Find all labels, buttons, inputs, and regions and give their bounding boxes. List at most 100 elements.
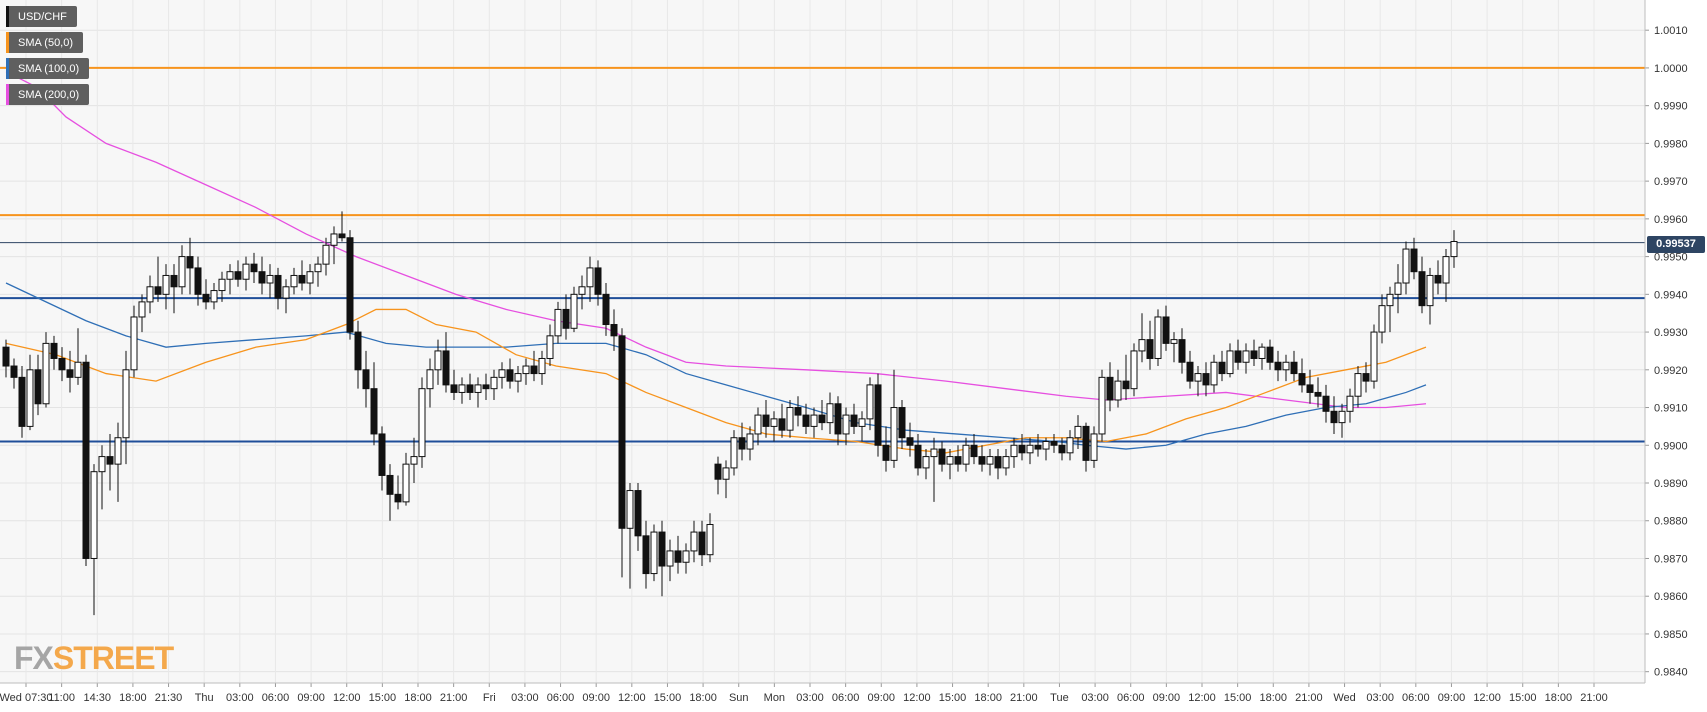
candle-body bbox=[690, 531, 698, 552]
candle-body bbox=[162, 274, 170, 295]
candle-body bbox=[370, 388, 378, 435]
legend-swatch-sma-50 bbox=[6, 32, 9, 53]
candle-body bbox=[490, 376, 498, 390]
candle-body bbox=[258, 271, 266, 284]
candle-body bbox=[1258, 346, 1266, 359]
y-tick-label: 0.9880 bbox=[1654, 516, 1688, 528]
candle-body bbox=[450, 384, 458, 393]
candle-body bbox=[26, 369, 34, 427]
candle-body bbox=[538, 357, 546, 375]
candle-body bbox=[730, 437, 738, 469]
legend-label-usdchf: USD/CHF bbox=[18, 10, 67, 23]
candle-body bbox=[618, 335, 626, 529]
candle-body bbox=[122, 369, 130, 439]
sma-50-line bbox=[5, 308, 1427, 454]
candle-body bbox=[546, 335, 554, 359]
candle-body bbox=[1330, 410, 1338, 424]
y-tick-label: 0.9990 bbox=[1654, 101, 1688, 113]
candle-body bbox=[1226, 350, 1234, 375]
x-tick-label: Sun bbox=[729, 692, 749, 704]
candle-body bbox=[1338, 410, 1346, 424]
candle-body bbox=[906, 437, 914, 446]
x-tick-label: 18:00 bbox=[119, 692, 147, 704]
y-tick-label: 0.9860 bbox=[1654, 591, 1688, 603]
candle-body bbox=[346, 237, 354, 333]
y-axis: 0.9840 0.9850 0.9860 0.9870 0.9880 0.9890 0.99… bbox=[1645, 25, 1688, 679]
candle-body bbox=[410, 456, 418, 465]
x-tick-label: 15:00 bbox=[654, 692, 682, 704]
candle-body bbox=[266, 274, 274, 284]
candle-body bbox=[98, 456, 106, 473]
candle-body bbox=[1114, 380, 1122, 401]
candle-body bbox=[794, 407, 802, 416]
sma-100-line bbox=[5, 282, 1427, 450]
x-tick-label: 21:00 bbox=[1580, 692, 1608, 704]
candle-body bbox=[66, 369, 74, 378]
candle-body bbox=[378, 433, 386, 476]
candle-body bbox=[1266, 346, 1274, 363]
candle-body bbox=[1106, 376, 1114, 401]
candle-body bbox=[1130, 350, 1138, 390]
candle-body bbox=[898, 407, 906, 439]
legend-item-sma-100[interactable]: SMA (100,0) bbox=[6, 58, 90, 79]
y-tick-label: 0.9940 bbox=[1654, 289, 1688, 301]
legend-label-sma-200: SMA (200,0) bbox=[18, 88, 80, 101]
candle-body bbox=[682, 550, 690, 563]
candle-body bbox=[434, 350, 442, 371]
x-tick-label: 09:00 bbox=[297, 692, 325, 704]
candle-body bbox=[282, 286, 290, 299]
legend-item-sma-50[interactable]: SMA (50,0) bbox=[6, 32, 84, 53]
y-tick-label: 0.9910 bbox=[1654, 403, 1688, 415]
candle-body bbox=[994, 456, 1002, 469]
x-tick-label: 06:00 bbox=[547, 692, 575, 704]
candle-body bbox=[626, 490, 634, 529]
candle-body bbox=[874, 384, 882, 446]
current-price-tag: 0.99537 bbox=[1647, 236, 1705, 253]
x-tick-label: 18:00 bbox=[1260, 692, 1288, 704]
candle-body bbox=[986, 456, 994, 465]
candle-body bbox=[426, 369, 434, 390]
candle-body bbox=[226, 271, 234, 280]
legend-label-sma-50: SMA (50,0) bbox=[18, 36, 74, 49]
legend-item-usdchf[interactable]: USD/CHF bbox=[6, 6, 77, 27]
candle-body bbox=[1234, 350, 1242, 363]
candle-body bbox=[882, 444, 890, 461]
y-tick-label: 1.0010 bbox=[1654, 25, 1688, 37]
candle-body bbox=[1194, 373, 1202, 382]
candle-body bbox=[458, 384, 466, 393]
x-tick-label: 03:00 bbox=[226, 692, 254, 704]
candle-body bbox=[938, 448, 946, 465]
candle-body bbox=[1178, 339, 1186, 363]
candle-body bbox=[666, 550, 674, 567]
candle-body bbox=[34, 369, 42, 405]
candle-body bbox=[242, 263, 250, 280]
candle-body bbox=[466, 384, 474, 393]
x-tick-label: Thu bbox=[195, 692, 214, 704]
candle-body bbox=[1354, 373, 1362, 397]
candle-body bbox=[1290, 361, 1298, 375]
legend: USD/CHF SMA (50,0) SMA (100,0) SMA (200,… bbox=[6, 6, 90, 110]
candle-body bbox=[634, 490, 642, 537]
candle-body bbox=[482, 384, 490, 390]
candle-body bbox=[146, 286, 154, 303]
candle-body bbox=[1306, 384, 1314, 393]
fxstreet-logo: FXSTREET bbox=[14, 640, 174, 677]
candle-body bbox=[674, 550, 682, 563]
candle-body bbox=[1362, 373, 1370, 382]
candle-body bbox=[818, 414, 826, 424]
candle-body bbox=[978, 456, 986, 465]
x-tick-label: 09:00 bbox=[868, 692, 896, 704]
x-tick-label: 06:00 bbox=[262, 692, 290, 704]
candle-body bbox=[1170, 339, 1178, 344]
candle-body bbox=[922, 456, 930, 469]
candle-body bbox=[826, 403, 834, 424]
x-tick-label: 03:00 bbox=[511, 692, 539, 704]
y-tick-label: 0.9870 bbox=[1654, 553, 1688, 565]
x-tick-label: 11:00 bbox=[48, 692, 75, 704]
candle-body bbox=[1202, 373, 1210, 386]
legend-item-sma-200[interactable]: SMA (200,0) bbox=[6, 84, 90, 105]
candle-body bbox=[554, 308, 562, 337]
candle-body bbox=[1250, 350, 1258, 359]
candle-body bbox=[530, 365, 538, 375]
candle-body bbox=[1074, 425, 1082, 439]
